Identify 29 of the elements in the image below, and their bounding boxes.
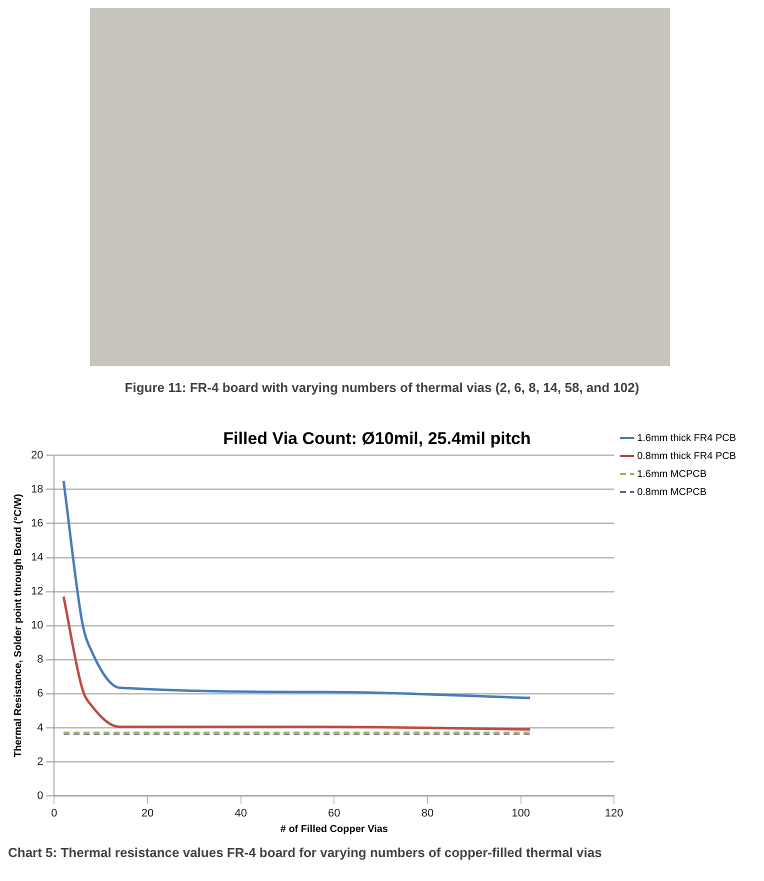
y-tick-label: 12: [30, 586, 44, 598]
x-tick-label: 100: [512, 807, 530, 820]
legend-label: 0.8mm thick FR4 PCB: [637, 450, 736, 462]
x-tick-label: 20: [141, 807, 154, 820]
y-tick-label: 18: [30, 483, 44, 496]
caption: Chart 5: Thermal resistance values FR-4 board for varying numbers of copper-filled thermal vias: [8, 845, 603, 860]
x-axis-title: # of Filled Copper Vias: [280, 824, 388, 835]
y-tick-label: 14: [30, 552, 44, 564]
x-tick-label: 80: [421, 807, 434, 820]
y-tick-label: 8: [37, 654, 44, 666]
x-tick-label: 120: [604, 807, 624, 820]
y-tick-label: 20: [30, 449, 44, 462]
legend-label: 1.6mm MCPCB: [637, 468, 707, 480]
legend-label: 0.8mm MCPCB: [637, 486, 707, 498]
line-series: [62, 595, 532, 731]
y-axis-title: Thermal Resistance, Solder point through Board (°C/W): [12, 494, 24, 758]
y-tick-label: 6: [37, 688, 44, 700]
caption: Figure 11: FR-4 board with varying numbers of thermal vias (2, 6, 8, 14, 58, and 102): [124, 380, 640, 395]
y-tick-label: 0: [37, 790, 44, 802]
x-tick-label: 60: [328, 807, 340, 820]
legend-label: 1.6mm thick FR4 PCB: [637, 432, 736, 444]
line-series: [62, 480, 532, 700]
y-tick-label: 16: [30, 518, 44, 530]
y-tick-label: 2: [37, 756, 44, 768]
y-tick-label: 4: [37, 722, 44, 734]
chart-title: Filled Via Count: Ø10mil, 25.4mil pitch: [223, 428, 531, 448]
x-tick-label: 0: [51, 807, 58, 820]
x-tick-label: 40: [234, 807, 247, 820]
y-tick-label: 10: [30, 620, 44, 632]
